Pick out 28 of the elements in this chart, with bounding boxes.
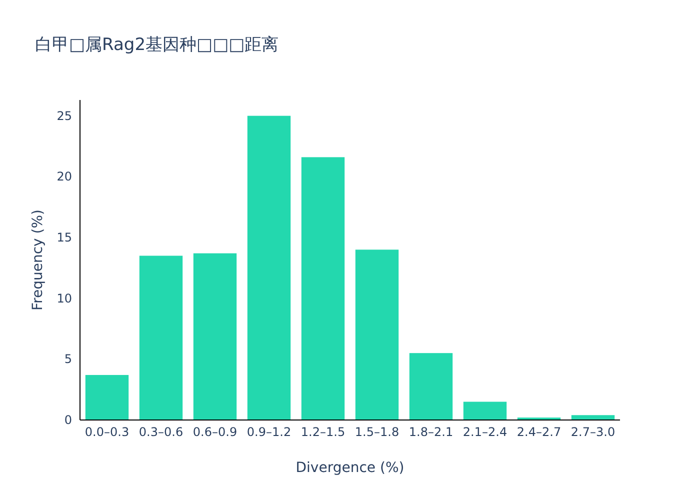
x-tick-label: 2.4–2.7 — [516, 425, 562, 439]
x-tick-label: 0.0–0.3 — [84, 425, 130, 439]
y-tick-label: 15 — [56, 230, 72, 244]
x-axis-title: Divergence (%) — [296, 460, 404, 476]
y-tick-label: 25 — [56, 108, 72, 123]
bar — [463, 402, 507, 420]
x-tick-label: 0.9–1.2 — [246, 425, 292, 439]
chart-title: 白甲□属Rag2基因种□□□距离 — [35, 35, 279, 55]
bar — [301, 157, 345, 420]
bar — [355, 250, 399, 420]
x-tick-label: 1.8–2.1 — [408, 425, 454, 439]
x-tick-label: 0.6–0.9 — [192, 425, 238, 439]
y-tick-label: 5 — [64, 352, 72, 366]
x-tick-label: 1.5–1.8 — [354, 425, 400, 439]
y-axis-title: Frequency (%) — [30, 209, 46, 311]
y-tick-label: 10 — [56, 291, 72, 306]
y-tick-label: 0 — [64, 413, 72, 427]
bar — [193, 253, 237, 420]
bar — [409, 353, 453, 420]
x-tick-label: 1.2–1.5 — [300, 425, 346, 439]
bar — [247, 116, 291, 420]
x-tick-label: 2.1–2.4 — [462, 425, 508, 439]
bar — [571, 415, 615, 420]
x-tick-label: 0.3–0.6 — [138, 425, 184, 439]
y-tick-label: 20 — [56, 170, 72, 184]
x-tick-label: 2.7–3.0 — [570, 425, 616, 439]
bar — [85, 374, 129, 420]
bar — [139, 256, 183, 420]
